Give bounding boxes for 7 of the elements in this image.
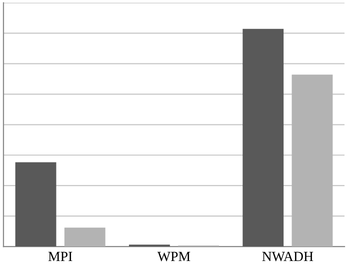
bar bbox=[292, 74, 333, 247]
bar bbox=[242, 28, 284, 247]
bar bbox=[15, 162, 56, 247]
x-tick-label: MPI bbox=[48, 252, 72, 262]
bar bbox=[64, 228, 106, 247]
x-tick-label: NWADH bbox=[262, 252, 314, 262]
x-tick-label: WPM bbox=[157, 252, 190, 262]
